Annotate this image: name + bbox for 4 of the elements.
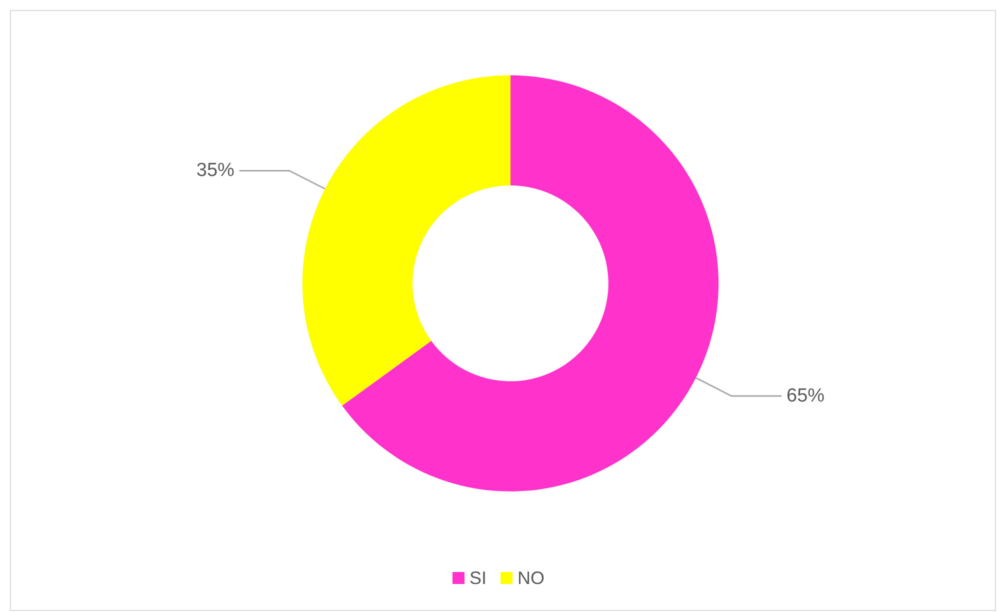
data-label: 35%	[196, 160, 235, 182]
data-label: 65%	[786, 385, 825, 406]
legend-label: SI	[469, 568, 487, 588]
legend-label: NO	[518, 568, 545, 588]
